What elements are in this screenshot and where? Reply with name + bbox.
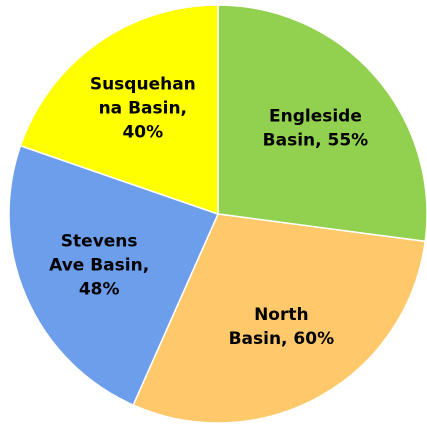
data-label: Susquehan na Basin, 40% (90, 74, 196, 142)
data-label: Engleside Basin, 55% (263, 107, 369, 151)
data-label-line: Ave Basin, (49, 256, 149, 276)
data-label-line: 48% (79, 280, 120, 300)
data-label-line: Basin, 55% (263, 131, 369, 151)
data-label-line: Susquehan (90, 74, 196, 94)
pie-slice (132, 213, 427, 424)
data-label-line: 40% (122, 122, 163, 142)
data-label-line: Engleside (269, 107, 362, 127)
data-label-line: Stevens (61, 232, 138, 252)
pie-slice (217, 4, 427, 243)
pie-slice (19, 4, 219, 216)
data-label-line: North (254, 305, 309, 325)
data-label-line: Basin, 60% (229, 329, 335, 349)
data-label: North Basin, 60% (229, 305, 335, 349)
data-label-line: na Basin, (99, 98, 187, 118)
pie-slice (8, 144, 220, 407)
data-label: Stevens Ave Basin, 48% (49, 232, 149, 300)
